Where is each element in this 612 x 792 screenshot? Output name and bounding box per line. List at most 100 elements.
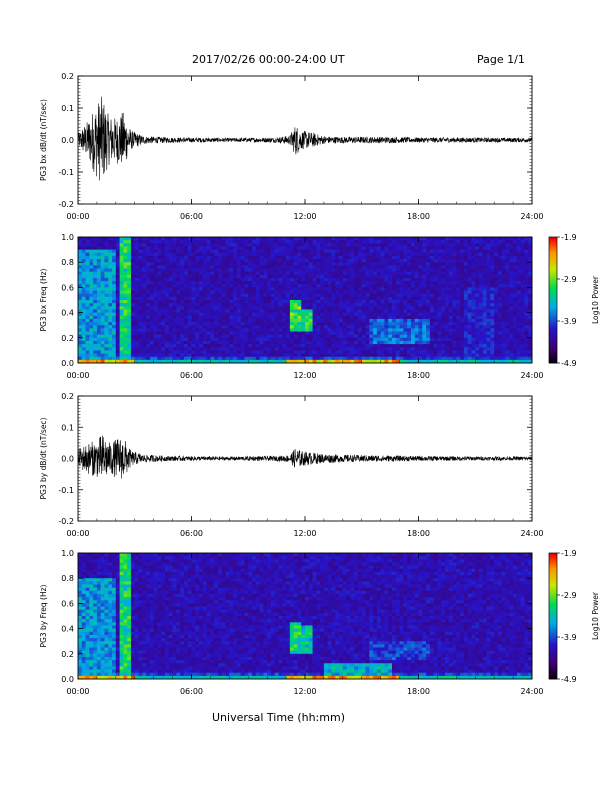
spectrogram-cell [528, 309, 533, 313]
spectrogram-cell [513, 337, 518, 342]
spectrogram-cell [513, 296, 518, 301]
spectrogram-cell [471, 293, 476, 298]
spectrogram-cell [490, 237, 495, 241]
spectrogram-cell [426, 315, 431, 320]
spectrogram-cell [270, 325, 276, 329]
spectrogram-cell [513, 325, 518, 329]
spectrogram-cell [93, 265, 98, 269]
spectrogram-cell [395, 337, 400, 342]
spectrogram-cell [85, 337, 90, 342]
spectrogram-cell [513, 237, 518, 241]
spectrogram-cell [392, 300, 397, 304]
spectrogram-cell [96, 265, 102, 269]
spectrogram-cell [490, 344, 495, 348]
spectrogram-cell [331, 271, 336, 276]
spectrogram-cell [320, 303, 325, 307]
spectrogram-cell [433, 268, 438, 273]
spectrogram-cell [157, 309, 162, 313]
spectrogram-cell [497, 281, 503, 285]
spectrogram-cell [161, 303, 166, 307]
spectrogram-cell [335, 287, 340, 291]
spectrogram-cell [482, 353, 487, 358]
spectrogram-cell [456, 281, 461, 285]
spectrogram-cell [297, 300, 302, 304]
spectrogram-cell [327, 300, 332, 304]
spectrogram-cell [312, 296, 317, 301]
spectrogram-cell [293, 290, 298, 295]
spectrogram-cell [395, 271, 400, 276]
spectrogram-cell [252, 306, 257, 310]
spectrogram-cell [384, 347, 389, 351]
spectrogram-cell [157, 271, 162, 276]
spectrogram-cell [422, 340, 427, 345]
spectrogram-cell [418, 325, 423, 329]
spectrogram-cell [134, 274, 139, 279]
spectrogram-cell [475, 259, 480, 263]
spectrogram-cell [422, 359, 427, 364]
spectrogram-cell [380, 252, 385, 257]
spectrogram-cell [448, 274, 453, 279]
spectrogram-cell [236, 265, 242, 269]
spectrogram-cell [214, 300, 219, 304]
spectrogram-cell [229, 300, 234, 304]
spectrogram-cell [255, 303, 260, 307]
spectrogram-cell [501, 240, 506, 244]
spectrogram-cell [274, 262, 279, 266]
spectrogram-cell [452, 344, 457, 348]
spectrogram-cell [206, 277, 211, 282]
spectrogram-cell [369, 350, 374, 354]
spectrogram-cell [497, 252, 503, 257]
spectrogram-cell [342, 281, 348, 285]
spectrogram-cell [130, 309, 136, 313]
spectrogram-cell [244, 243, 249, 247]
spectrogram-cell [199, 340, 204, 345]
spectrogram-cell [505, 240, 510, 244]
spectrogram-cell [142, 331, 147, 336]
spectrogram-cell [293, 240, 298, 244]
spectrogram-cell [81, 318, 86, 323]
spectrogram-cell [259, 237, 264, 241]
spectrogram-cell [214, 243, 219, 247]
spectrogram-cell [183, 322, 189, 326]
spectrogram-cell [115, 277, 121, 282]
spectrogram-cell [395, 328, 400, 332]
spectrogram-cell [183, 293, 189, 298]
spectrogram-cell [127, 340, 132, 345]
spectrogram-cell [494, 259, 499, 263]
spectrogram-cell [331, 296, 336, 301]
spectrogram-cell [475, 271, 480, 276]
spectrogram-cell [444, 300, 450, 304]
spectrogram-cell [418, 312, 423, 317]
spectrogram-cell [115, 306, 121, 310]
spectrogram-cell [361, 255, 366, 260]
spectrogram-cell [308, 262, 313, 266]
spectrogram-cell [467, 356, 472, 361]
spectrogram-cell [85, 322, 90, 326]
spectrogram-cell [149, 290, 155, 295]
spectrogram-cell [123, 290, 128, 295]
spectrogram-cell [497, 271, 503, 276]
spectrogram-cell [467, 281, 472, 285]
spectrogram-cell [286, 240, 291, 244]
spectrogram-cell [157, 290, 162, 295]
spectrogram-cell [187, 359, 192, 364]
spectrogram-cell [361, 262, 366, 266]
spectrogram-cell [463, 293, 469, 298]
spectrogram-cell [327, 268, 332, 273]
spectrogram-cell [104, 296, 109, 301]
spectrogram-cell [433, 306, 438, 310]
spectrogram-cell [339, 259, 344, 263]
spectrogram-cell [244, 325, 249, 329]
spectrogram-cell [187, 249, 192, 254]
spectrogram-cell [437, 325, 442, 329]
spectrogram-cell [225, 287, 230, 291]
spectrogram-cell [138, 350, 143, 354]
spectrogram-cell [278, 334, 283, 339]
spectrogram-cell [274, 353, 279, 358]
spectrogram-cell [115, 322, 121, 326]
spectrogram-cell [392, 340, 397, 345]
spectrogram-cell [293, 350, 298, 354]
spectrogram-cell [153, 249, 158, 254]
spectrogram-cell [509, 303, 514, 307]
spectrogram-cell [316, 284, 321, 288]
